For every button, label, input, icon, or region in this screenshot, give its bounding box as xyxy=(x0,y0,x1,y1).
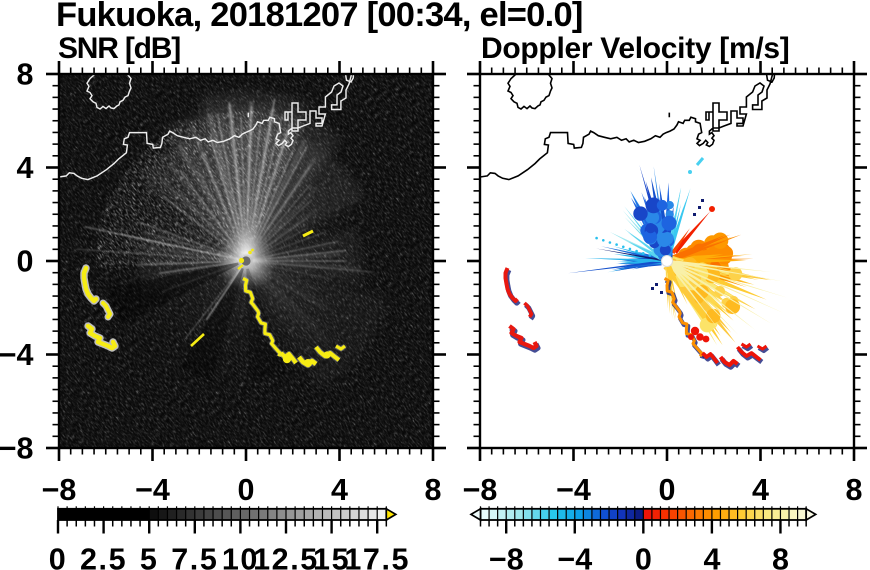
svg-text:−4: −4 xyxy=(556,473,591,507)
svg-text:−4: −4 xyxy=(135,473,170,507)
svg-text:2.5: 2.5 xyxy=(80,543,127,570)
svg-text:SNR [dB]: SNR [dB] xyxy=(58,32,180,65)
svg-text:0: 0 xyxy=(238,473,255,507)
svg-text:Fukuoka, 20181207 [00:34, el=0: Fukuoka, 20181207 [00:34, el=0.0] xyxy=(56,0,583,34)
svg-text:0: 0 xyxy=(659,473,676,507)
svg-text:4: 4 xyxy=(331,473,348,507)
svg-text:8: 8 xyxy=(846,473,863,507)
svg-text:−8: −8 xyxy=(42,473,77,507)
svg-text:8: 8 xyxy=(425,473,442,507)
svg-text:4: 4 xyxy=(17,151,34,185)
svg-text:10: 10 xyxy=(222,543,259,570)
svg-text:15: 15 xyxy=(313,543,350,570)
svg-text:7.5: 7.5 xyxy=(171,543,218,570)
svg-text:8: 8 xyxy=(17,57,34,91)
svg-text:0: 0 xyxy=(635,543,652,570)
svg-text:−8: −8 xyxy=(489,543,524,570)
svg-text:17.5: 17.5 xyxy=(344,543,410,570)
svg-text:5: 5 xyxy=(140,543,159,570)
svg-text:12.5: 12.5 xyxy=(253,543,319,570)
svg-text:8: 8 xyxy=(772,543,789,570)
svg-text:−8: −8 xyxy=(463,473,498,507)
svg-text:0: 0 xyxy=(49,543,68,570)
svg-text:0: 0 xyxy=(17,244,34,278)
svg-text:−4: −4 xyxy=(0,338,34,372)
svg-text:−4: −4 xyxy=(557,543,592,570)
svg-text:−8: −8 xyxy=(0,431,34,465)
svg-text:Doppler Velocity [m/s]: Doppler Velocity [m/s] xyxy=(481,32,789,65)
svg-text:4: 4 xyxy=(752,473,769,507)
svg-text:4: 4 xyxy=(704,543,721,570)
